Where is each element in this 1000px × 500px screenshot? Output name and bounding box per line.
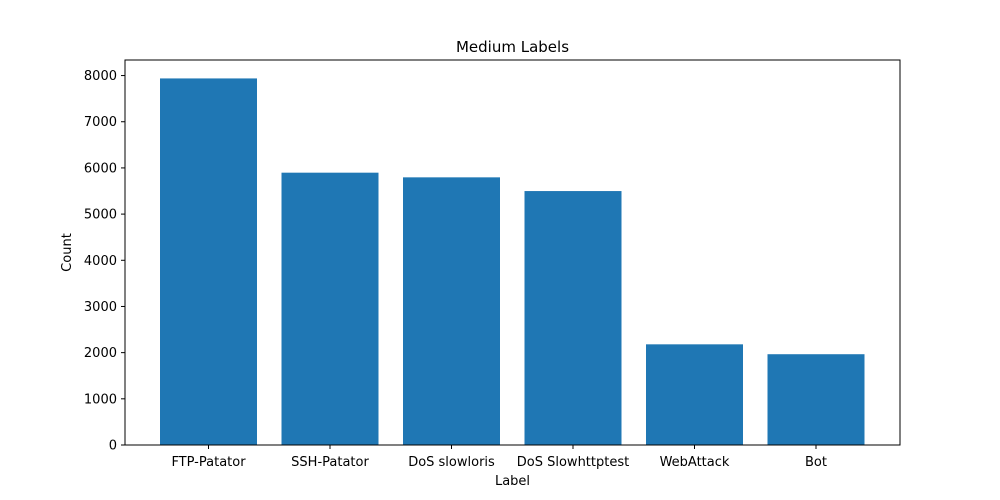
x-tick-label: SSH-Patator xyxy=(291,455,369,470)
y-tick-label: 1000 xyxy=(84,392,117,407)
y-tick-label: 6000 xyxy=(84,161,117,176)
bars-group xyxy=(160,78,865,446)
bar xyxy=(281,172,379,446)
y-tick-label: 3000 xyxy=(84,300,117,315)
ticks-group: FTP-Patator SSH-Patator DoS slowloris DoS S… xyxy=(84,69,827,470)
y-tick-label: 2000 xyxy=(84,346,117,361)
y-tick-label: 7000 xyxy=(84,115,117,130)
chart-title: Medium Labels xyxy=(456,38,569,56)
y-tick-label: 0 xyxy=(109,439,117,454)
bar xyxy=(524,191,622,445)
x-tick-label: DoS slowloris xyxy=(408,455,495,470)
x-tick-label: Bot xyxy=(805,455,827,470)
y-tick-label: 8000 xyxy=(84,69,117,84)
bar xyxy=(160,78,257,445)
bar xyxy=(403,177,500,445)
y-tick-label: 4000 xyxy=(84,254,117,269)
plot-frame xyxy=(124,59,901,446)
x-tick-label: FTP-Patator xyxy=(171,455,246,470)
bar xyxy=(767,354,865,445)
bar xyxy=(646,344,743,445)
x-tick-label: WebAttack xyxy=(660,455,730,470)
x-tick-label: DoS Slowhttptest xyxy=(517,455,629,470)
y-tick-label: 5000 xyxy=(84,208,117,223)
y-axis-label: Count xyxy=(60,233,75,272)
x-axis-label: Label xyxy=(495,474,530,489)
